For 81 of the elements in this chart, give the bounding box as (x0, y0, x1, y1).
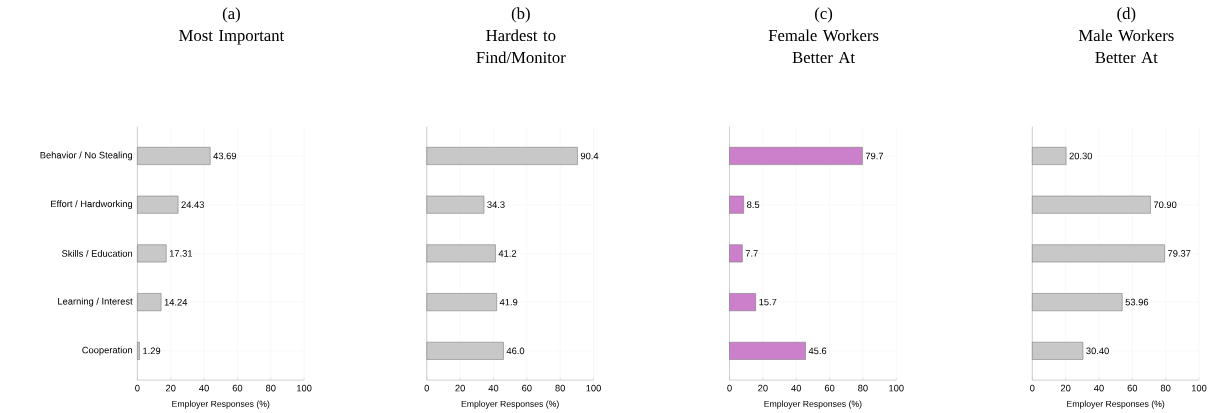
data-label: 53.96 (1125, 298, 1149, 306)
bar (426, 195, 485, 214)
x-tick-label: 0 (135, 384, 140, 392)
x-tick-label: 100 (889, 384, 904, 392)
data-label: 70.90 (1153, 201, 1177, 208)
data-label: 79.7 (865, 152, 884, 160)
chart-title: (a) (222, 7, 240, 23)
x-axis-title: Employer Responses (%) (172, 400, 270, 409)
data-label: 79.37 (1168, 249, 1191, 257)
bar (729, 341, 806, 360)
bar (1032, 146, 1067, 165)
x-axis-title: Employer Responses (%) (764, 400, 862, 409)
bar (729, 244, 743, 263)
data-label: 43.69 (213, 152, 237, 160)
x-tick-label: 0 (727, 384, 732, 392)
x-tick-label: 80 (858, 384, 868, 392)
bar (1032, 341, 1084, 360)
x-tick-label: 60 (522, 384, 532, 392)
bar (426, 292, 497, 311)
y-tick-label: Learning / Interest (58, 297, 133, 307)
y-tick-label: Cooperation (82, 346, 133, 355)
y-tick-label: Effort / Hardworking (51, 200, 133, 209)
x-tick-label: 40 (791, 384, 802, 392)
data-label: 20.30 (1069, 152, 1093, 160)
x-tick-label: 40 (199, 384, 209, 392)
chart-subtitle: Hardest to Find/Monitor (476, 29, 566, 63)
bar (1032, 244, 1165, 263)
chart-title: (d) (1117, 7, 1136, 23)
data-label: 45.6 (808, 347, 827, 354)
bar (137, 244, 167, 263)
bar (137, 292, 162, 311)
data-label: 30.40 (1086, 347, 1109, 354)
data-label: 41.2 (498, 249, 517, 257)
x-tick-label: 100 (297, 384, 312, 392)
x-tick-label: 40 (488, 384, 499, 392)
x-axis-title: Employer Responses (%) (1067, 400, 1165, 409)
bar (137, 146, 211, 165)
x-tick-label: 60 (1127, 384, 1138, 392)
x-tick-label: 20 (1060, 384, 1071, 392)
chart-subtitle: Female Workers Better At (768, 29, 879, 63)
data-label: 7.7 (745, 249, 758, 257)
data-label: 41.9 (499, 298, 518, 306)
bar (1032, 195, 1151, 214)
y-tick-label: Behavior / No Stealing (40, 151, 133, 161)
data-label: 17.31 (169, 249, 193, 257)
x-tick-label: 80 (265, 384, 276, 392)
bar (426, 341, 504, 360)
bar (1032, 292, 1123, 311)
bar (137, 195, 179, 214)
bar (729, 195, 744, 214)
bar (426, 244, 496, 263)
x-axis-title: Employer Responses (%) (461, 400, 559, 409)
data-label: 90.4 (580, 152, 599, 160)
bar (729, 146, 863, 165)
x-tick-label: 80 (1160, 384, 1171, 392)
chart-subtitle: Male Workers Better At (1078, 29, 1174, 63)
x-tick-label: 0 (1030, 384, 1035, 392)
x-tick-label: 20 (455, 384, 465, 392)
x-tick-label: 0 (424, 384, 430, 392)
x-tick-label: 100 (1191, 384, 1207, 392)
x-tick-label: 20 (758, 384, 768, 392)
x-tick-label: 60 (824, 384, 835, 392)
bar (137, 341, 140, 360)
x-tick-label: 80 (555, 384, 565, 392)
y-tick-label: Skills / Education (62, 249, 133, 257)
x-tick-label: 20 (165, 384, 176, 392)
data-label: 15.7 (759, 298, 777, 306)
chart-title: (c) (815, 7, 833, 23)
bar (729, 292, 756, 311)
chart-subtitle: Most Important (179, 29, 285, 45)
data-label: 8.5 (747, 201, 760, 208)
data-label: 34.3 (487, 201, 505, 208)
x-tick-label: 40 (1093, 384, 1104, 392)
data-label: 24.43 (181, 201, 204, 208)
data-label: 46.0 (506, 347, 525, 354)
x-tick-label: 60 (232, 384, 243, 392)
bar (426, 146, 578, 165)
data-label: 1.29 (143, 347, 161, 354)
chart-title: (b) (511, 7, 530, 23)
x-tick-label: 100 (586, 384, 601, 392)
data-label: 14.24 (164, 298, 188, 306)
